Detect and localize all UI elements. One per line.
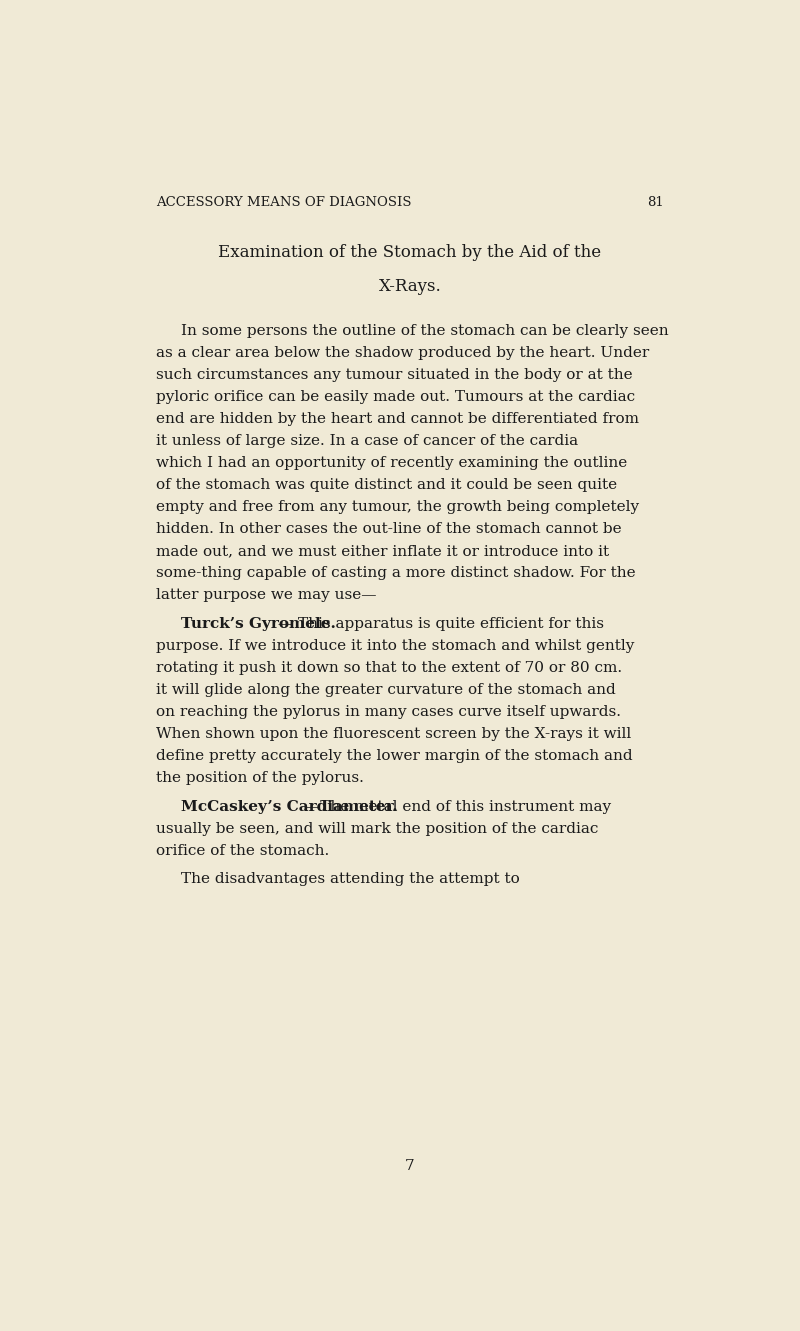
Text: 7: 7: [405, 1159, 415, 1173]
Text: 81: 81: [647, 196, 664, 209]
Text: In some persons the outline of the stomach can be clearly seen: In some persons the outline of the stoma…: [181, 323, 668, 338]
Text: Examination of the Stomach by the Aid of the: Examination of the Stomach by the Aid of…: [218, 244, 602, 261]
Text: it unless of large size. In a case of cancer of the cardia: it unless of large size. In a case of ca…: [156, 434, 578, 447]
Text: which I had an opportunity of recently examining the outline: which I had an opportunity of recently e…: [156, 457, 627, 470]
Text: some-thing capable of casting a more distinct shadow. For the: some-thing capable of casting a more dis…: [156, 566, 635, 580]
Text: made out, and we must either inflate it or introduce into it: made out, and we must either inflate it …: [156, 544, 609, 558]
Text: define pretty accurately the lower margin of the stomach and: define pretty accurately the lower margi…: [156, 749, 633, 763]
Text: ACCESSORY MEANS OF DIAGNOSIS: ACCESSORY MEANS OF DIAGNOSIS: [156, 196, 411, 209]
Text: —The metal end of this instrument may: —The metal end of this instrument may: [306, 800, 611, 813]
Text: Turck’s Gyromele.: Turck’s Gyromele.: [181, 616, 335, 631]
Text: as a clear area below the shadow produced by the heart. Under: as a clear area below the shadow produce…: [156, 346, 649, 359]
Text: — This apparatus is quite efficient for this: — This apparatus is quite efficient for …: [273, 616, 604, 631]
Text: usually be seen, and will mark the position of the cardiac: usually be seen, and will mark the posit…: [156, 821, 598, 836]
Text: When shown upon the fluorescent screen by the X-rays it will: When shown upon the fluorescent screen b…: [156, 727, 631, 741]
Text: hidden. In other cases the out-line of the stomach cannot be: hidden. In other cases the out-line of t…: [156, 522, 622, 536]
Text: it will glide along the greater curvature of the stomach and: it will glide along the greater curvatur…: [156, 683, 615, 697]
Text: end are hidden by the heart and cannot be differentiated from: end are hidden by the heart and cannot b…: [156, 411, 638, 426]
Text: X-Rays.: X-Rays.: [378, 278, 442, 294]
Text: pyloric orifice can be easily made out. Tumours at the cardiac: pyloric orifice can be easily made out. …: [156, 390, 635, 403]
Text: on reaching the pylorus in many cases curve itself upwards.: on reaching the pylorus in many cases cu…: [156, 705, 621, 719]
Text: rotating it push it down so that to the extent of 70 or 80 cm.: rotating it push it down so that to the …: [156, 660, 622, 675]
Text: latter purpose we may use—: latter purpose we may use—: [156, 588, 376, 602]
Text: McCaskey’s Cardiameter.: McCaskey’s Cardiameter.: [181, 800, 398, 813]
Text: orifice of the stomach.: orifice of the stomach.: [156, 844, 329, 857]
Text: The disadvantages attending the attempt to: The disadvantages attending the attempt …: [181, 872, 519, 886]
Text: such circumstances any tumour situated in the body or at the: such circumstances any tumour situated i…: [156, 367, 633, 382]
Text: empty and free from any tumour, the growth being completely: empty and free from any tumour, the grow…: [156, 500, 639, 514]
Text: of the stomach was quite distinct and it could be seen quite: of the stomach was quite distinct and it…: [156, 478, 617, 492]
Text: purpose. If we introduce it into the stomach and whilst gently: purpose. If we introduce it into the sto…: [156, 639, 634, 652]
Text: the position of the pylorus.: the position of the pylorus.: [156, 771, 364, 785]
